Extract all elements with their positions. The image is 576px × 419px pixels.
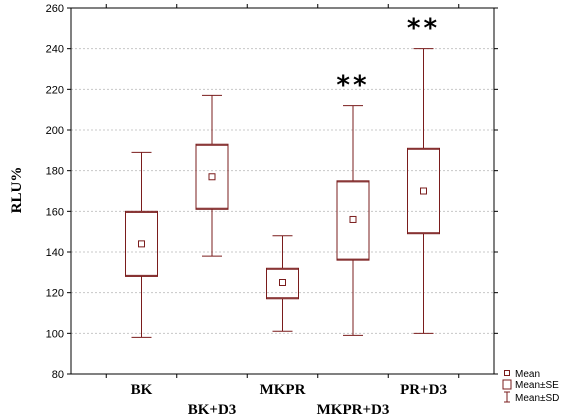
y-tick-label: 160 (46, 206, 64, 218)
grid-lines (71, 48, 494, 334)
legend-item-sd: Mean±SD (504, 391, 559, 404)
significance-annotation: ** (407, 14, 440, 44)
se-legend-icon (502, 379, 512, 390)
box-mkpr (266, 235, 299, 332)
y-tick-label: 220 (46, 84, 64, 96)
legend-item-mean: Mean (504, 369, 540, 380)
se-box (195, 143, 229, 210)
category-label: BK+D3 (188, 402, 237, 418)
category-label: BK (131, 382, 153, 398)
y-tick-label: 80 (52, 369, 64, 381)
mean-marker (279, 279, 286, 286)
y-axis-label: RLU% (9, 167, 25, 214)
mean-marker (208, 173, 216, 181)
se-box (125, 210, 158, 277)
y-tick-label: 120 (46, 288, 64, 300)
se-box (336, 180, 370, 261)
y-axis-ticks: 80 100 120 140 160 180 200 220 240 260 (46, 3, 498, 381)
se-box (407, 147, 440, 235)
legend-label-se: Mean±SE (515, 380, 559, 391)
box-bk-plus-d3 (195, 94, 229, 257)
category-label: PR+D3 (400, 382, 447, 398)
box-pr-plus-d3: ** (407, 14, 440, 334)
y-tick-label: 240 (46, 44, 64, 56)
category-label: MKPR (260, 382, 306, 398)
mean-marker (420, 187, 427, 195)
se-box (266, 267, 299, 300)
y-tick-label: 260 (46, 3, 64, 15)
y-tick-label: 180 (46, 166, 64, 178)
box-bk (125, 151, 158, 338)
category-labels: BK BK+D3 MKPR MKPR+D3 PR+D3 (131, 382, 447, 418)
x-axis-ticks (105, 4, 460, 378)
mean-legend-icon (504, 370, 510, 376)
plot-frame (70, 7, 495, 375)
y-tick-label: 140 (46, 247, 64, 259)
y-tick-label: 100 (46, 328, 64, 340)
y-tick-label: 200 (46, 125, 64, 137)
legend-item-se: Mean±SE (502, 379, 559, 391)
legend-label-mean: Mean (515, 369, 540, 380)
category-label: MKPR+D3 (317, 402, 390, 418)
boxes: ** ** (125, 14, 440, 338)
mean-marker (349, 215, 357, 223)
mean-marker (138, 240, 145, 248)
legend-label-sd: Mean±SD (515, 393, 559, 404)
significance-annotation: ** (336, 71, 369, 101)
box-mkpr-plus-d3: ** (336, 71, 370, 336)
